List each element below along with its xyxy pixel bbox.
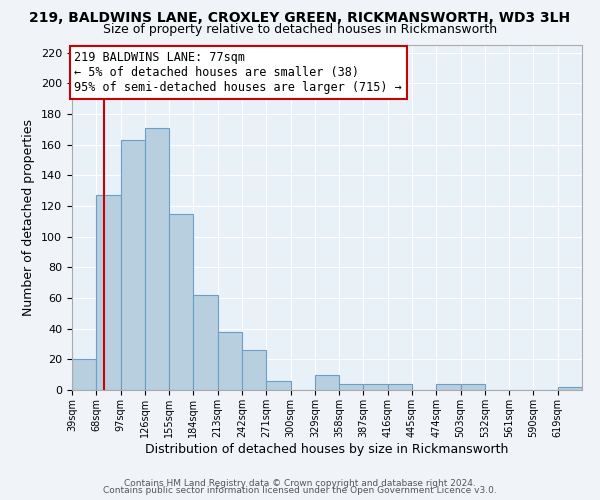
Text: Contains public sector information licensed under the Open Government Licence v3: Contains public sector information licen… <box>103 486 497 495</box>
Bar <box>121 140 145 390</box>
Bar <box>436 384 461 390</box>
Bar <box>242 350 266 390</box>
Bar <box>315 374 339 390</box>
Bar <box>169 214 193 390</box>
Bar <box>339 384 364 390</box>
Y-axis label: Number of detached properties: Number of detached properties <box>22 119 35 316</box>
Bar <box>193 295 218 390</box>
Bar <box>96 196 121 390</box>
Bar <box>218 332 242 390</box>
Text: Size of property relative to detached houses in Rickmansworth: Size of property relative to detached ho… <box>103 22 497 36</box>
Bar <box>461 384 485 390</box>
Bar <box>558 387 582 390</box>
Bar <box>72 360 96 390</box>
X-axis label: Distribution of detached houses by size in Rickmansworth: Distribution of detached houses by size … <box>145 442 509 456</box>
Bar <box>266 381 290 390</box>
Text: 219, BALDWINS LANE, CROXLEY GREEN, RICKMANSWORTH, WD3 3LH: 219, BALDWINS LANE, CROXLEY GREEN, RICKM… <box>29 11 571 25</box>
Bar <box>388 384 412 390</box>
Text: 219 BALDWINS LANE: 77sqm
← 5% of detached houses are smaller (38)
95% of semi-de: 219 BALDWINS LANE: 77sqm ← 5% of detache… <box>74 51 402 94</box>
Bar <box>145 128 169 390</box>
Text: Contains HM Land Registry data © Crown copyright and database right 2024.: Contains HM Land Registry data © Crown c… <box>124 478 476 488</box>
Bar <box>364 384 388 390</box>
